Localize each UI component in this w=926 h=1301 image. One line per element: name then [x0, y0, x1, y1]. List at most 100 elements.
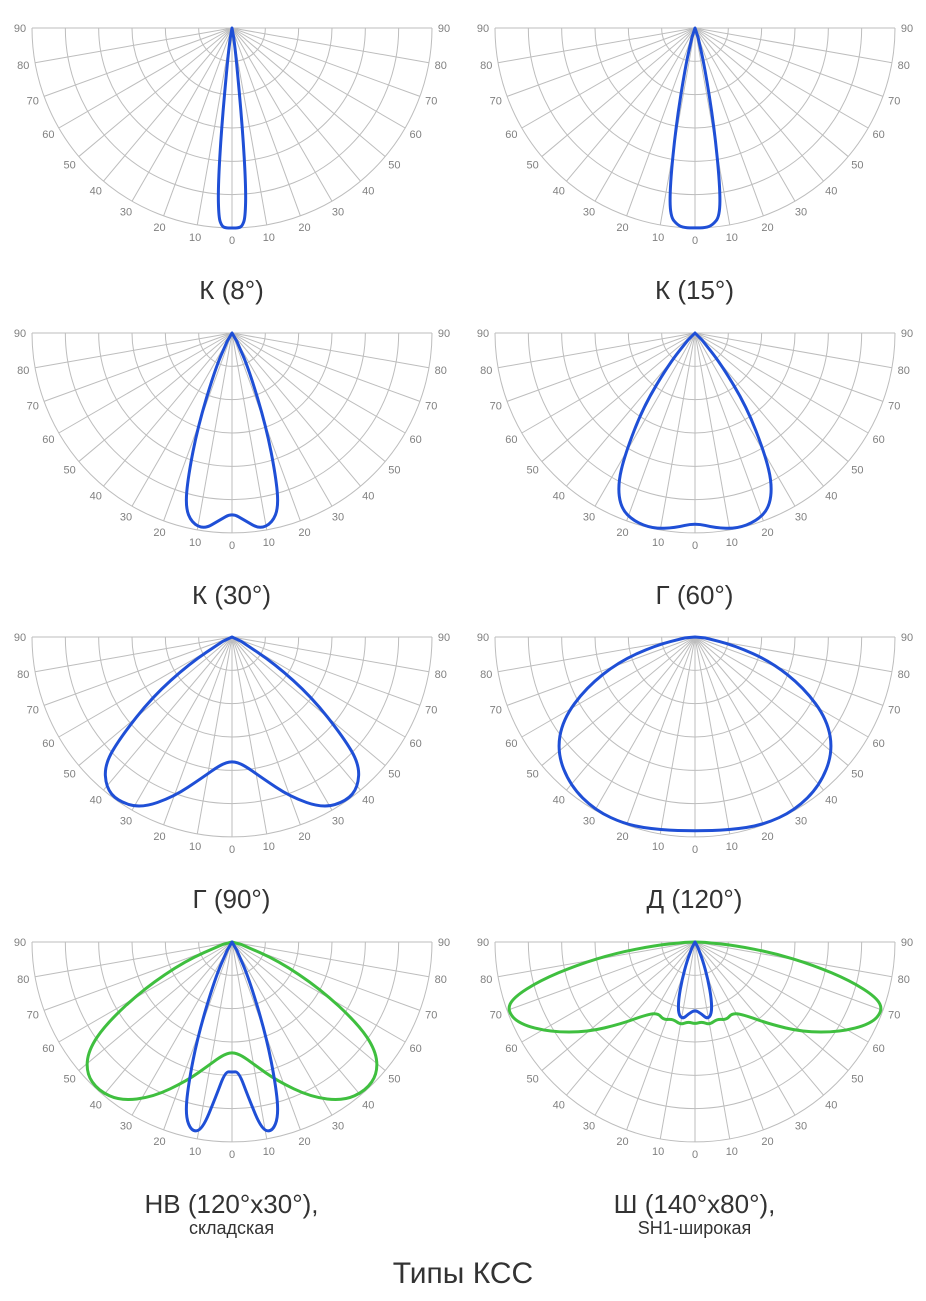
angle-tick-label: 70: [425, 705, 437, 717]
angle-tick-label: 60: [42, 434, 54, 446]
angle-tick-label: 60: [42, 738, 54, 750]
chart-title: Д (120°): [647, 885, 743, 914]
polar-chart-svg: 9080706050403020100102030405060708090: [475, 924, 915, 1184]
chart-subtitle: SH1-широкая: [638, 1218, 752, 1239]
angle-tick-label: 40: [825, 490, 837, 502]
angle-tick-label: 30: [794, 511, 806, 523]
angle-tick-label: 70: [425, 400, 437, 412]
angle-tick-label: 40: [552, 1099, 564, 1111]
angle-tick-label: 50: [526, 768, 538, 780]
angle-tick-label: 10: [652, 536, 664, 548]
angle-tick-label: 70: [425, 1009, 437, 1021]
angle-tick-label: 40: [362, 185, 374, 197]
angle-tick-label: 50: [388, 768, 400, 780]
angle-tick-label: 10: [262, 1146, 274, 1158]
angle-tick-label: 90: [13, 632, 25, 644]
polar-chart-1: 9080706050403020100102030405060708090К (…: [473, 10, 916, 305]
angle-tick-label: 90: [900, 937, 912, 949]
angle-tick-label: 40: [825, 1099, 837, 1111]
angle-tick-label: 60: [872, 738, 884, 750]
angle-tick-label: 60: [409, 434, 421, 446]
angle-tick-label: 70: [489, 705, 501, 717]
angle-tick-label: 90: [476, 23, 488, 35]
angle-tick-label: 90: [437, 632, 449, 644]
angle-tick-label: 60: [872, 129, 884, 141]
angle-tick-label: 80: [434, 60, 446, 72]
angle-tick-label: 60: [505, 1043, 517, 1055]
angle-tick-label: 10: [262, 536, 274, 548]
angle-tick-label: 10: [652, 232, 664, 244]
polar-chart-svg: 9080706050403020100102030405060708090: [12, 10, 452, 270]
angle-tick-label: 70: [26, 400, 38, 412]
chart-title: Г (90°): [193, 885, 271, 914]
polar-chart-svg: 9080706050403020100102030405060708090: [12, 619, 452, 879]
polar-chart-5: 9080706050403020100102030405060708090Д (…: [473, 619, 916, 914]
angle-tick-label: 50: [526, 159, 538, 171]
angle-tick-label: 20: [761, 1136, 773, 1148]
chart-title: К (8°): [199, 276, 264, 305]
angle-tick-label: 50: [851, 159, 863, 171]
angle-tick-label: 30: [331, 207, 343, 219]
angle-tick-label: 80: [17, 60, 29, 72]
angle-tick-label: 90: [13, 23, 25, 35]
angle-tick-label: 70: [888, 96, 900, 108]
angle-tick-label: 30: [119, 511, 131, 523]
polar-chart-0: 9080706050403020100102030405060708090К (…: [10, 10, 453, 305]
angle-tick-label: 90: [13, 328, 25, 340]
angle-tick-label: 70: [26, 96, 38, 108]
chart-title: НВ (120°x30°),: [145, 1190, 319, 1219]
angle-tick-label: 50: [63, 464, 75, 476]
angle-tick-label: 80: [897, 669, 909, 681]
angle-tick-label: 80: [480, 974, 492, 986]
chart-title: Ш (140°x80°),: [614, 1190, 776, 1219]
angle-tick-label: 10: [652, 1146, 664, 1158]
polar-chart-svg: 9080706050403020100102030405060708090: [475, 315, 915, 575]
angle-tick-label: 10: [725, 841, 737, 853]
angle-tick-label: 10: [262, 841, 274, 853]
angle-tick-label: 30: [119, 207, 131, 219]
chart-title: Г (60°): [656, 581, 734, 610]
angle-tick-label: 0: [228, 1149, 234, 1161]
polar-chart-svg: 9080706050403020100102030405060708090: [475, 10, 915, 270]
angle-tick-label: 0: [228, 235, 234, 247]
angle-tick-label: 90: [900, 23, 912, 35]
polar-chart-4: 9080706050403020100102030405060708090Г (…: [10, 619, 453, 914]
angle-tick-label: 60: [409, 129, 421, 141]
chart-subtitle: складская: [189, 1218, 274, 1239]
angle-tick-label: 10: [652, 841, 664, 853]
angle-tick-label: 90: [476, 632, 488, 644]
angle-tick-label: 60: [505, 434, 517, 446]
angle-tick-label: 80: [897, 60, 909, 72]
angle-tick-label: 90: [900, 632, 912, 644]
polar-chart-svg: 9080706050403020100102030405060708090: [12, 924, 452, 1184]
polar-chart-6: 9080706050403020100102030405060708090НВ …: [10, 924, 453, 1240]
angle-tick-label: 30: [331, 816, 343, 828]
angle-tick-label: 80: [17, 974, 29, 986]
angle-tick-label: 60: [42, 129, 54, 141]
angle-tick-label: 40: [362, 1099, 374, 1111]
angle-tick-label: 70: [489, 1009, 501, 1021]
angle-tick-label: 0: [228, 844, 234, 856]
chart-grid: 90 80 70 60 50 40 30 20 10 0 10 20 30 40 50 60 70 80 90 К (…: [10, 10, 916, 1239]
angle-tick-label: 40: [552, 795, 564, 807]
angle-tick-label: 70: [888, 1009, 900, 1021]
angle-tick-label: 50: [526, 1073, 538, 1085]
angle-tick-label: 30: [331, 1120, 343, 1132]
angle-tick-label: 20: [153, 1136, 165, 1148]
angle-tick-label: 40: [825, 795, 837, 807]
angle-tick-label: 40: [89, 185, 101, 197]
chart-title: К (30°): [192, 581, 271, 610]
angle-tick-label: 0: [691, 540, 697, 552]
angle-tick-label: 40: [362, 490, 374, 502]
polar-chart-7: 9080706050403020100102030405060708090Ш (…: [473, 924, 916, 1240]
angle-tick-label: 80: [897, 364, 909, 376]
polar-chart-svg: 9080706050403020100102030405060708090: [12, 315, 452, 575]
angle-tick-label: 10: [725, 232, 737, 244]
angle-tick-label: 40: [362, 795, 374, 807]
angle-tick-label: 20: [298, 527, 310, 539]
angle-tick-label: 10: [725, 1146, 737, 1158]
angle-tick-label: 70: [425, 96, 437, 108]
angle-tick-label: 70: [888, 705, 900, 717]
angle-tick-label: 0: [691, 844, 697, 856]
angle-tick-label: 50: [388, 1073, 400, 1085]
